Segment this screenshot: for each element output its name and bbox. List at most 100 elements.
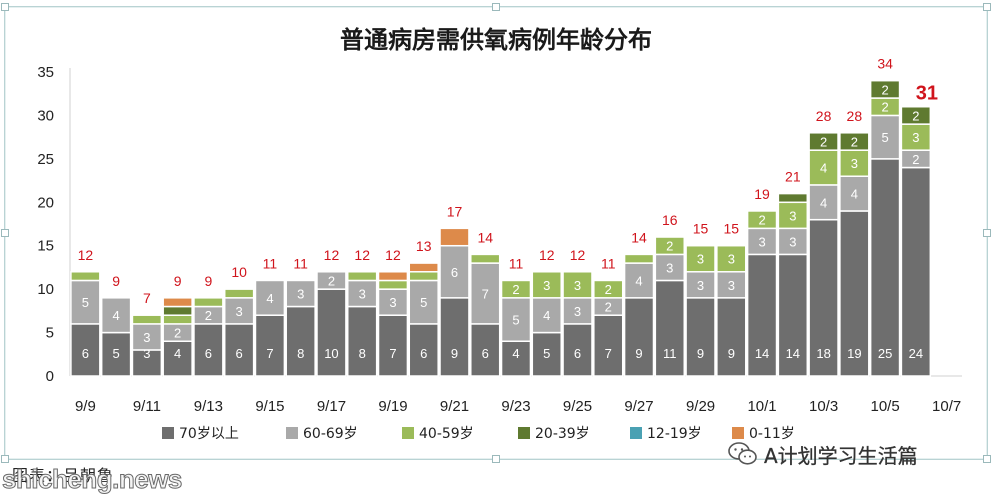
y-tick-label: 30 [37,107,54,124]
resize-handle-top[interactable] [492,3,500,11]
bar-segment-label: 6 [574,346,581,361]
bar-segment [470,253,501,264]
bar-segment-label: 2 [912,152,919,167]
bar-segment-label: 6 [236,346,243,361]
bar-segment-label: 4 [820,195,827,210]
x-tick-label: 9/25 [563,398,592,415]
legend: 70岁以上 60-69岁 40-59岁 20-39岁 12-19岁 0-11岁 [162,426,795,442]
bar-segment [685,244,716,273]
bar-segment-label: 6 [205,346,212,361]
bar-total-label: 12 [354,247,370,263]
bar-segment-label: 3 [297,286,304,301]
resize-handle-top-left[interactable] [1,3,9,11]
bar-segment [100,297,132,334]
bar-segment-label: 6 [82,346,89,361]
bar-segment [839,132,870,151]
bar-segment [623,297,655,377]
bar-total-label: 28 [816,108,832,124]
legend-label: 20-39岁 [535,426,590,442]
bar-segment-label: 11 [663,346,677,361]
bar-segment-label: 18 [816,346,830,361]
y-tick-label: 35 [37,64,54,81]
bar-segment [316,288,347,377]
y-tick-label: 20 [37,194,54,211]
resize-handle-bottom[interactable] [492,455,500,463]
bar-total-label: 11 [263,255,278,271]
bar-segment [193,297,224,308]
x-tick-label: 9/9 [75,398,96,415]
wechat-badge: A计划学习生活篇 [728,437,918,471]
bar-segment-label: 2 [881,100,888,115]
chart-title: 普通病房需供氧病例年龄分布 [340,26,652,54]
bar-segment [900,123,932,151]
bar-segment [131,323,163,351]
bar-segment [131,314,163,325]
bar-segment-label: 5 [512,313,519,328]
bar-segment [500,279,532,299]
bar-segment [439,297,470,377]
bar-segment-label: 2 [205,308,212,323]
legend-swatch [286,427,298,439]
bar-segment-label: 5 [881,130,888,145]
bar-segment [685,271,716,299]
y-tick-label: 0 [46,368,54,385]
bar-segment-label: 7 [605,346,612,361]
bar-segment [254,279,286,316]
bar-segment [70,323,101,377]
bar-segment [716,244,747,273]
bar-total-label: 14 [477,229,493,245]
bar-segment-label: 10 [324,346,338,361]
bar-segment-label: 3 [728,252,735,267]
bar-segment-label: 9 [635,346,642,361]
resize-handle-bottom-left[interactable] [1,455,9,463]
bar-segment-label: 2 [758,213,765,228]
bar-segment [808,132,839,151]
resize-handle-top-right[interactable] [983,3,991,11]
bar-total-label: 13 [416,238,432,254]
bar-segment [808,218,839,377]
bar-segment [500,340,532,377]
bar-segment-label: 24 [909,346,923,361]
bar-segment [531,271,562,299]
bar-total-label: 7 [143,290,151,306]
bar-total-label: 12 [539,247,555,263]
bar-segment-label: 3 [728,278,735,293]
bar-segment [347,305,378,377]
x-tick-label: 9/23 [501,398,530,415]
bar-segment [716,271,747,299]
bar-segment-label: 2 [666,239,673,254]
bar-segment [70,271,101,282]
bar-segment-label: 2 [605,282,612,297]
bar-segment [347,279,378,308]
bar-segment [777,253,809,377]
bar-segment-label: 2 [912,108,919,123]
bar-segment [162,340,193,377]
watermark: shicheng.news [2,464,183,495]
bar-segment-label: 4 [266,291,273,306]
resize-handle-left[interactable] [1,229,9,237]
bar-segment [777,201,809,230]
resize-handle-bottom-right[interactable] [983,455,991,463]
bar-total-label: 11 [509,255,524,271]
bar-segment-label: 6 [420,346,427,361]
bar-segment [285,305,316,377]
bar-segment [839,210,870,377]
bar-segment-label: 5 [82,295,89,310]
x-tick-label: 9/15 [255,398,284,415]
bar-segment-label: 2 [605,300,612,315]
bar-total-label: 12 [78,247,94,263]
bar-segment [254,314,286,377]
bar-segment [869,79,901,99]
bar-segment [593,279,624,299]
bar-segment-label: 3 [574,278,581,293]
bar-segment-label: 2 [328,273,335,288]
resize-handle-right[interactable] [983,229,991,237]
bar-segment [531,331,562,377]
bar-segment-label: 2 [820,134,827,149]
bar-segment-label: 3 [789,234,796,249]
figure-caption: 图表：吕朝鲁 [12,466,115,485]
bar-segment-label: 19 [847,346,861,361]
bar-total-label: 34 [877,56,893,72]
bar-segment-label: 4 [543,308,550,323]
